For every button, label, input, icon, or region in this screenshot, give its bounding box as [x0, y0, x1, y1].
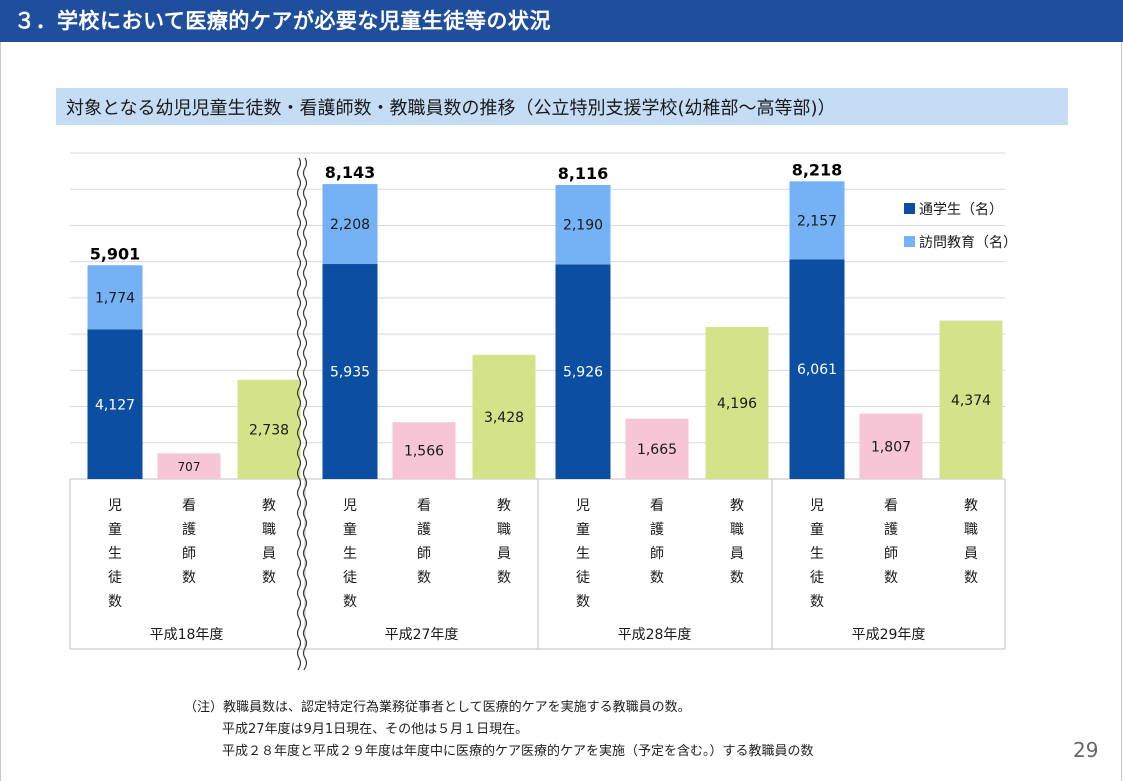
bar-staff — [472, 354, 536, 479]
chart-subtitle: 対象となる幼児児童生徒数・看護師数・教職員数の推移（公立特別支援学校(幼稚部～高… — [66, 98, 836, 119]
category-label-students: 児童生徒数 — [576, 498, 590, 610]
data-label-total: 8,143 — [325, 163, 376, 182]
data-label-visiting: 2,190 — [563, 218, 603, 234]
data-label-total: 8,218 — [792, 160, 843, 179]
data-label-nurses: 707 — [178, 460, 201, 474]
legend-swatch — [904, 203, 915, 214]
group-label: 平成28年度 — [618, 627, 692, 643]
category-label-students: 児童生徒数 — [343, 498, 357, 610]
legend-label: 通学生（名） — [919, 202, 1003, 218]
category-label-staff: 教職員数 — [497, 498, 511, 586]
bar-commuting — [87, 329, 143, 479]
category-label-staff: 教職員数 — [730, 498, 744, 586]
page-title: ３．学校において医療的ケアが必要な児童生徒等の状況 — [14, 9, 551, 33]
category-label-staff: 教職員数 — [262, 498, 276, 586]
group-label: 平成29年度 — [852, 627, 926, 643]
data-label-nurses: 1,566 — [404, 444, 444, 460]
note-line-1: （注）教職員数は、認定特定行為業務従事者として医療的ケアを実施する教職員の数。 — [184, 700, 691, 715]
category-label-nurses: 看護師数 — [417, 498, 431, 586]
bar-visiting — [87, 265, 143, 330]
bar-commuting — [789, 259, 845, 479]
data-label-staff: 4,196 — [717, 396, 757, 412]
bar-nurses — [859, 413, 923, 479]
data-label-commuting: 4,127 — [95, 397, 135, 413]
bar-staff — [939, 320, 1003, 479]
data-label-nurses: 1,807 — [871, 439, 911, 455]
bar-nurses — [625, 418, 689, 479]
bar-visiting — [789, 181, 845, 260]
data-label-commuting: 5,926 — [563, 365, 603, 381]
data-label-nurses: 1,665 — [637, 442, 677, 458]
bar-staff — [237, 379, 301, 479]
category-label-nurses: 看護師数 — [650, 498, 664, 586]
header-bar: ３．学校において医療的ケアが必要な児童生徒等の状況 — [0, 0, 1123, 42]
category-label-staff: 教職員数 — [964, 498, 978, 586]
data-label-staff: 2,738 — [249, 422, 289, 438]
legend-swatch — [904, 236, 915, 247]
chart: 4,127 1,774 5,901 707 2,738 児童生徒数 看護師数 教職員数平成18… — [69, 152, 1017, 670]
data-label-visiting: 1,774 — [95, 290, 135, 306]
data-label-total: 8,116 — [558, 164, 609, 183]
bar-staff — [705, 327, 769, 479]
data-label-commuting: 6,061 — [797, 362, 837, 378]
data-label-staff: 4,374 — [951, 393, 991, 409]
data-label-visiting: 2,157 — [797, 213, 837, 229]
bar-nurses — [157, 453, 221, 479]
data-label-total: 5,901 — [90, 244, 141, 263]
category-label-nurses: 看護師数 — [182, 498, 196, 586]
group-label: 平成18年度 — [150, 627, 224, 643]
bar-commuting — [322, 264, 378, 479]
axis-break-line — [296, 157, 302, 670]
bar-nurses — [392, 422, 456, 479]
chart-subtitle-box: 対象となる幼児児童生徒数・看護師数・教職員数の推移（公立特別支援学校(幼稚部～高… — [56, 88, 1068, 125]
frame-right-border — [1121, 42, 1122, 781]
bar-visiting — [555, 185, 611, 265]
frame-left-border — [0, 42, 1, 781]
category-label-students: 児童生徒数 — [810, 498, 824, 610]
bar-visiting — [322, 184, 378, 265]
data-label-staff: 3,428 — [484, 410, 524, 426]
note-line-2: 平成27年度は9月1日現在、その他は５月１日現在。 — [222, 722, 529, 737]
category-label-students: 児童生徒数 — [108, 498, 122, 610]
data-label-visiting: 2,208 — [330, 217, 370, 233]
note-line-3: 平成２８年度と平成２９年度は年度中に医療的ケア医療的ケアを実施（予定を含む。）す… — [222, 744, 814, 759]
axis-break-line — [302, 157, 308, 670]
page-number: 29 — [1073, 738, 1099, 762]
legend-label: 訪問教育（名） — [919, 235, 1017, 251]
data-label-commuting: 5,935 — [330, 365, 370, 381]
bar-commuting — [555, 264, 611, 479]
group-label: 平成27年度 — [385, 627, 459, 643]
category-label-nurses: 看護師数 — [884, 498, 898, 586]
